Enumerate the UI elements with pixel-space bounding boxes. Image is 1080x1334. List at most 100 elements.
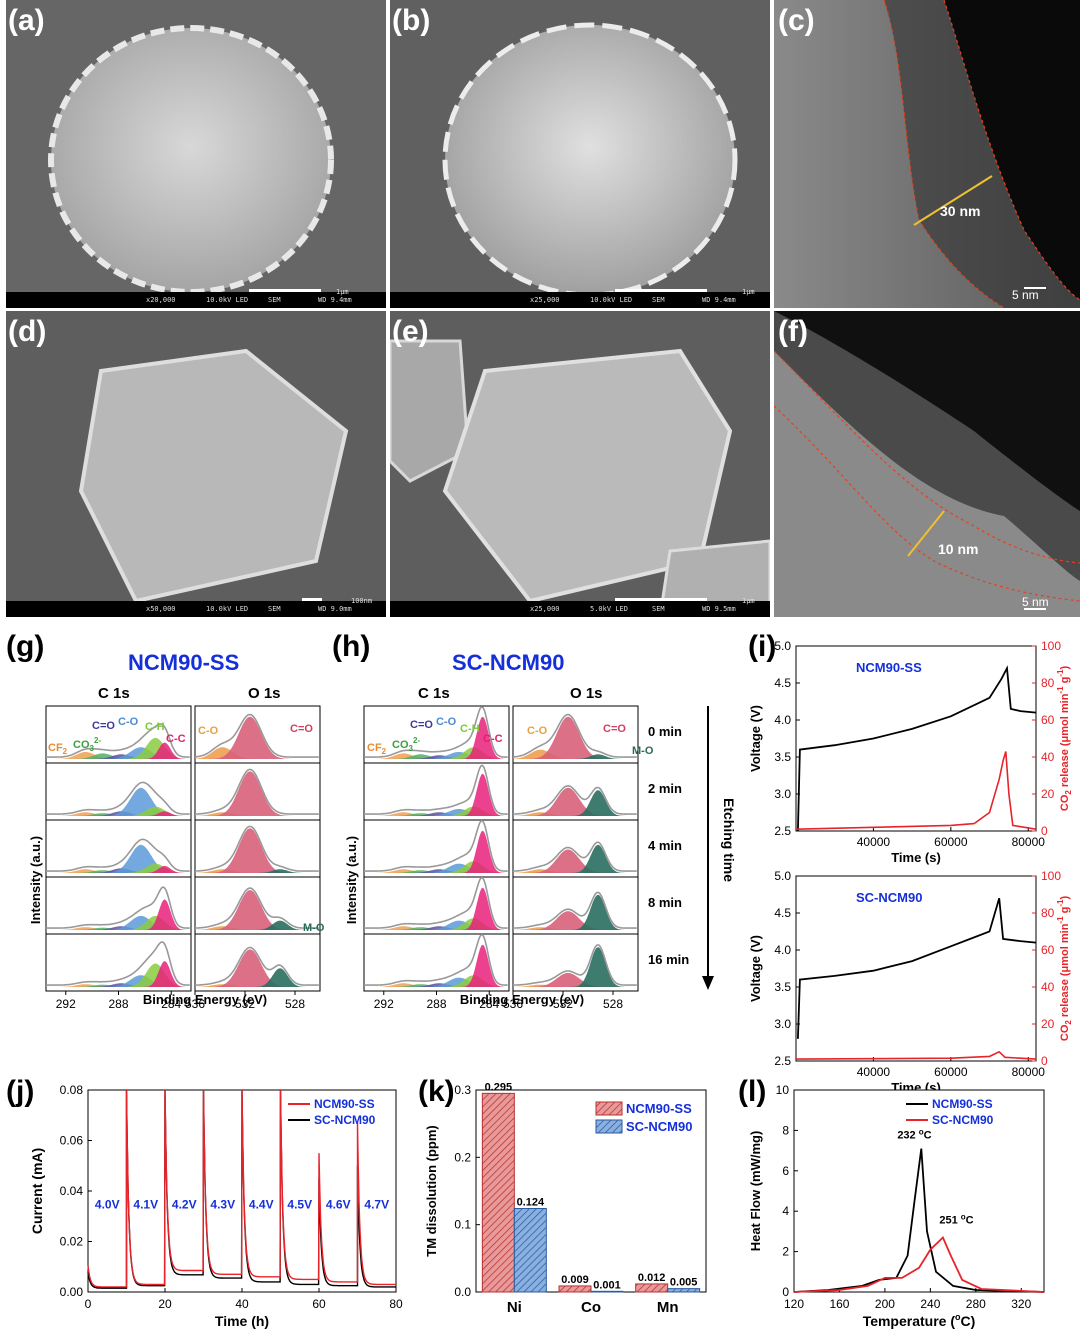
panel-i-xtick-label: 40000 [857,1065,891,1079]
c1s-peak-area [364,944,509,987]
panel-g-xlabel: Binding Energy (eV) [143,992,267,1007]
panel-i-ytick-label: 4.5 [774,676,791,690]
panel-i-y2tick-label: 60 [1041,943,1055,957]
c1s-envelope [46,838,190,872]
o1s-tick-label: 528 [285,997,305,1011]
c1s-peak-area [46,754,191,759]
panel-j-xtick-label: 80 [389,1297,403,1311]
c1s-peak-area [364,716,509,759]
panel-i-xtick-label: 60000 [934,1065,968,1079]
panel-k-legend-swatch [595,1119,623,1134]
panel-a-sem-drawing [6,0,386,308]
panel-l-ytick-label: 6 [782,1164,789,1178]
panel-g-peak-o-c-o-double: C=O [290,723,313,735]
panel-b-label: (b) [392,4,431,37]
panel-l-xtick-label: 200 [875,1297,895,1311]
c1s-peak-area [364,830,509,873]
etch-time-label: 2 min [648,781,682,796]
panel-f-tem-image: 10 nm 5 nm (f) [774,311,1080,617]
c1s-tick-label: 292 [56,997,76,1011]
panel-j-ytick-label: 0.06 [60,1134,84,1148]
panel-g-peak-c-h: C-H [145,721,165,733]
panel-h-peak-o-co: C-O [527,725,548,737]
panel-e-kv: 5.0kV LED [590,605,628,613]
panel-d-sem-image: x50,000 10.0kV LED SEM WD 9.0mm 100nm (d… [6,311,386,617]
panel-b-sem-image: x25,000 10.0kV LED SEM WD 9.4mm 1μm (b) [390,0,770,308]
panel-j-ytick-label: 0.08 [60,1083,84,1097]
c1s-envelope [364,764,508,815]
panel-k-bar-label: 0.012 [638,1272,666,1284]
panel-k-label: (k) [418,1075,455,1108]
panel-i-frame [795,645,1037,832]
panel-l-ytick-label: 10 [776,1083,790,1097]
c1s-peak-area [364,812,509,816]
panel-i-y2tick-label: 60 [1041,713,1055,727]
panel-i-ytick-label: 5.0 [774,869,791,883]
panel-k-bar-label: 0.295 [485,1081,513,1093]
panel-k-bar-label: 0.124 [517,1197,545,1209]
panel-i-ytick-label: 3.0 [774,787,791,801]
panel-l-xtick-label: 240 [920,1297,940,1311]
panel-l-ylabel: Heat Flow (mW/mg) [748,1131,763,1252]
panel-j-xtick-label: 0 [85,1297,92,1311]
panel-j-xtick-label: 20 [158,1297,172,1311]
panel-l-ytick-label: 4 [782,1204,789,1218]
c1s-peak-area [46,806,191,816]
c1s-peak-area [364,812,509,816]
panel-l-annotation: 251 oC [939,1212,973,1226]
panel-i-plot-title: SC-NCM90 [856,890,922,905]
panel-j-voltage-label: 4.3V [210,1198,235,1212]
panel-e-scale: 1μm [742,597,755,605]
panel-b-scale: 1μm [742,288,755,296]
panel-j-ytick-label: 0.00 [60,1285,84,1299]
panel-k-bar-label: 0.001 [593,1279,621,1291]
panel-i-xlabel: Time (s) [891,1080,941,1090]
panel-k-legend-label: SC-NCM90 [626,1119,692,1134]
panel-d-mag: x50,000 [146,605,176,613]
c1s-peak-area [364,926,509,930]
c1s-peak-area [46,737,191,759]
panel-a-kv: 10.0kV LED [206,296,249,304]
c1s-envelope [364,933,508,986]
c1s-peak-area [364,773,509,816]
o1s-peak-area [195,949,320,987]
panel-h-xlabel: Binding Energy (eV) [460,992,584,1007]
c1s-tick-label: 292 [374,997,394,1011]
panel-i-y2tick-label: 100 [1041,639,1061,653]
panel-i-y2tick-label: 40 [1041,750,1055,764]
panel-j-label: (j) [6,1075,35,1108]
panel-l-series-line [793,1235,1045,1293]
panel-k-bar [667,1288,701,1293]
panel-f-scale: 5 nm [1022,595,1049,609]
o1s-envelope [513,841,637,872]
panel-i-voltage-line [797,665,1037,832]
c1s-peak-area [46,742,191,759]
o1s-tick-label: 528 [603,997,623,1011]
panel-k-bar [635,1283,669,1293]
panel-e-info-bar: x25,000 5.0kV LED SEM WD 9.5mm 1μm [390,597,770,617]
c1s-peak-area [46,984,191,987]
panel-k-category-label: Mn [657,1299,679,1316]
etch-time-label: 16 min [648,952,689,967]
o1s-tick-label: 532 [553,997,573,1011]
panel-b-mag: x25,000 [530,296,560,304]
panel-a-info-bar: x20,000 10.0kV LED SEM WD 9.4mm 1μm [6,288,386,308]
panel-a-scale-bar [249,289,321,292]
o1s-peak-area [513,894,638,930]
c1s-envelope [364,876,508,929]
o1s-envelope [194,946,319,986]
o1s-peak-area [195,771,320,816]
o1s-peak-area [513,790,638,816]
c1s-peak-area [46,865,191,873]
etching-time-arrowhead [702,976,714,990]
panel-g-ylabel: Intensity (a.u.) [28,836,43,924]
panel-l-xtick-label: 160 [829,1297,849,1311]
panel-k-bar-label: 0.009 [561,1274,589,1286]
panel-i-co2-line [795,1050,1037,1060]
o1s-peak-area [513,849,638,873]
c1s-peak-area [46,863,191,873]
c1s-envelope [46,941,190,986]
panel-h-label: (h) [332,630,371,663]
panel-j-voltage-label: 4.4V [249,1198,274,1212]
panel-k-bar [590,1290,624,1293]
